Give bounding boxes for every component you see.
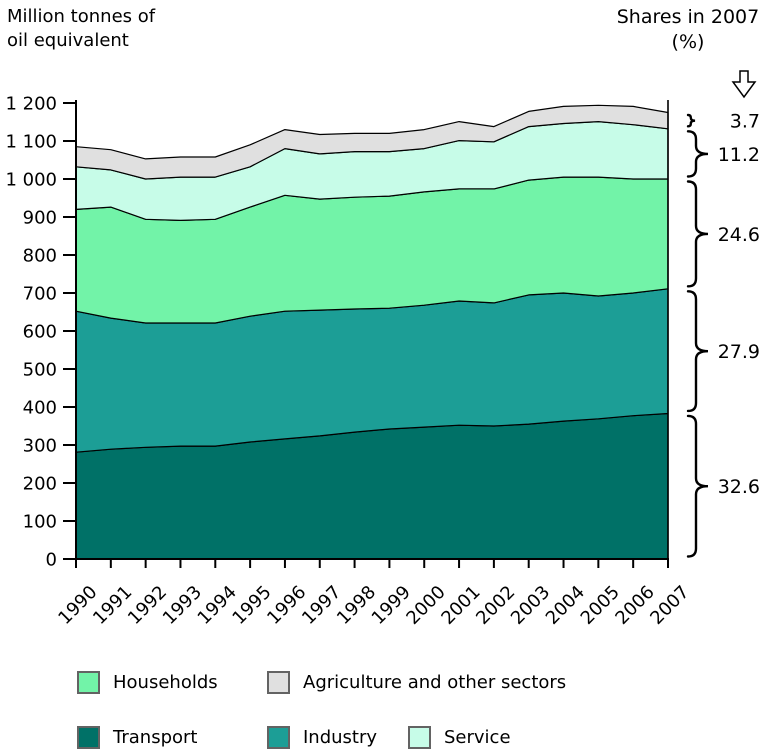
legend-label: Transport [113, 726, 198, 748]
x-tick-label: 1998 [333, 582, 380, 629]
y-tick-label: 500 [23, 360, 57, 381]
brace-households [686, 180, 709, 288]
y-axis-ticks: 0 100 200 300 400 500 600 700 800 900 1 000 1 100 1 … [5, 94, 76, 571]
y-tick-label: 1 200 [5, 94, 57, 115]
y-axis-unit-line2: oil equivalent [7, 30, 129, 51]
y-axis-unit-line1: Million tonnes of [7, 6, 156, 27]
x-tick-label: 1995 [228, 582, 275, 629]
share-label-households: 24.6 [718, 224, 760, 246]
x-tick-label: 1997 [298, 582, 345, 629]
x-tick-label: 1996 [263, 582, 310, 629]
x-tick-label: 1999 [368, 582, 415, 629]
y-tick-label: 600 [23, 322, 57, 343]
y-tick-label: 1 000 [5, 170, 57, 191]
down-arrow-icon [731, 70, 757, 99]
x-tick-label: 2006 [611, 582, 658, 629]
x-tick-label: 1994 [194, 582, 241, 629]
service-swatch [408, 725, 431, 749]
x-tick-label: 2002 [472, 582, 519, 629]
legend-item-industry: Industry [267, 725, 377, 749]
share-label-industry: 27.9 [718, 341, 760, 363]
brace-transport [686, 414, 709, 558]
legend-item-households: Households [77, 670, 218, 694]
share-label-agriculture: 3.7 [730, 111, 760, 133]
legend-label: Agriculture and other sectors [303, 671, 567, 693]
brace-agriculture [686, 113, 696, 128]
y-tick-label: 700 [23, 284, 57, 305]
agriculture-swatch [267, 670, 290, 694]
y-tick-label: 400 [23, 398, 57, 419]
y-tick-label: 300 [23, 436, 57, 457]
share-label-service: 11.2 [718, 144, 760, 166]
x-tick-label: 2004 [542, 582, 589, 629]
y-tick-label: 100 [23, 512, 57, 533]
x-tick-label: 1992 [124, 582, 171, 629]
legend-item-service: Service [408, 725, 511, 749]
legend-item-transport: Transport [77, 725, 197, 749]
legend-item-agriculture: Agriculture and other sectors [267, 670, 566, 694]
shares-braces: 3.7 11.2 24.6 27.9 32.6 [686, 111, 760, 558]
share-label-transport: 32.6 [718, 476, 760, 498]
x-tick-label: 1990 [54, 582, 101, 629]
legend-label: Service [444, 726, 511, 748]
industry-swatch [267, 725, 290, 749]
shares-title-line2: (%) [671, 31, 705, 53]
x-tick-label: 1991 [89, 582, 136, 629]
x-axis-ticks: 1990199119921993199419951996199719981999… [54, 559, 694, 629]
legend-label: Industry [303, 726, 378, 748]
y-axis-unit-title: Million tonnes of oil equivalent [7, 5, 155, 53]
x-tick-label: 2000 [402, 582, 449, 629]
x-tick-label: 2005 [577, 582, 624, 629]
x-tick-label: 2007 [646, 582, 693, 629]
y-tick-label: 900 [23, 208, 57, 229]
y-tick-label: 800 [23, 246, 57, 267]
brace-service [686, 130, 709, 178]
x-tick-label: 2003 [507, 582, 554, 629]
shares-title: Shares in 2007 (%) [608, 5, 768, 55]
shares-title-line1: Shares in 2007 [616, 6, 760, 28]
transport-swatch [77, 725, 100, 749]
households-swatch [77, 670, 100, 694]
y-tick-label: 1 100 [5, 132, 57, 153]
y-tick-label: 0 [46, 550, 57, 571]
brace-industry [686, 290, 709, 413]
x-tick-label: 1993 [159, 582, 206, 629]
y-tick-label: 200 [23, 474, 57, 495]
x-tick-label: 2001 [437, 582, 484, 629]
legend-label: Households [113, 671, 218, 693]
stacked-areas [75, 104, 669, 560]
